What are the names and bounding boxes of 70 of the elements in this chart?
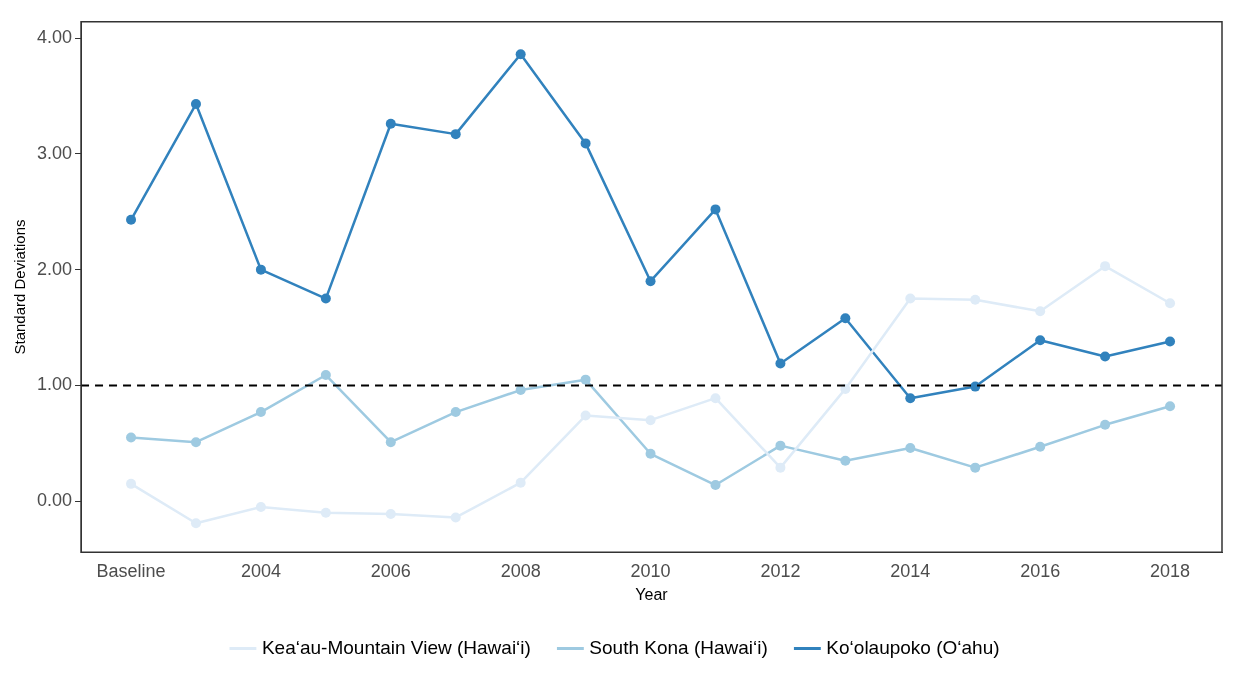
point [710,393,721,404]
point [970,381,981,392]
point [1100,261,1111,272]
point [645,276,656,287]
point [710,204,721,215]
point [320,507,331,518]
point [126,432,137,443]
point [710,480,721,491]
x-tick-label: 2008 [500,560,541,581]
point [840,455,851,466]
point [190,437,201,448]
x-tick-label: 2014 [890,560,931,581]
point [840,383,851,394]
legend-label: South Kona (Hawai‘i) [589,636,768,658]
point [385,508,396,519]
point [255,502,266,513]
point [580,138,591,149]
point [255,407,266,418]
point [645,448,656,459]
point [515,49,526,60]
x-tick-label: 2006 [370,560,411,581]
point [190,99,201,110]
point [840,313,851,324]
point [515,385,526,396]
legend-label: Kea‘au-Mountain View (Hawai‘i) [261,636,531,658]
point [515,477,526,488]
point [450,407,461,418]
point [126,478,137,489]
point [1165,401,1176,412]
point [905,393,916,404]
point [1035,441,1046,452]
point [970,294,981,305]
point [905,293,916,304]
point [1035,306,1046,317]
point [775,358,786,369]
y-tick-label: 1.00 [36,374,73,395]
point [1165,298,1176,309]
point [775,462,786,473]
point [775,440,786,451]
point [1035,335,1046,346]
x-tick-label: 2018 [1150,560,1191,581]
point [905,442,916,453]
x-tick-label: 2004 [240,560,281,581]
point [320,293,331,304]
y-tick-label: 4.00 [36,26,73,47]
point [450,512,461,523]
point [580,410,591,421]
y-tick-label: 0.00 [36,490,73,511]
legend-label: Ko‘olaupoko (O‘ahu) [826,636,1000,658]
point [385,437,396,448]
point [970,462,981,473]
y-tick-label: 2.00 [36,258,73,279]
y-axis-title: Standard Deviations [11,219,29,355]
x-axis-title: Year [635,585,669,603]
point [255,264,266,275]
x-tick-label: 2012 [760,560,801,581]
x-tick-label: 2016 [1020,560,1061,581]
point [1100,419,1111,430]
point [1165,336,1176,347]
x-tick-label: 2010 [630,560,671,581]
point [450,129,461,140]
point [385,118,396,129]
point [190,518,201,529]
point [320,370,331,381]
point [1100,351,1111,362]
y-tick-label: 3.00 [36,142,73,163]
point [645,415,656,426]
point [580,374,591,385]
x-tick-label: Baseline [96,560,166,581]
point [126,214,137,225]
